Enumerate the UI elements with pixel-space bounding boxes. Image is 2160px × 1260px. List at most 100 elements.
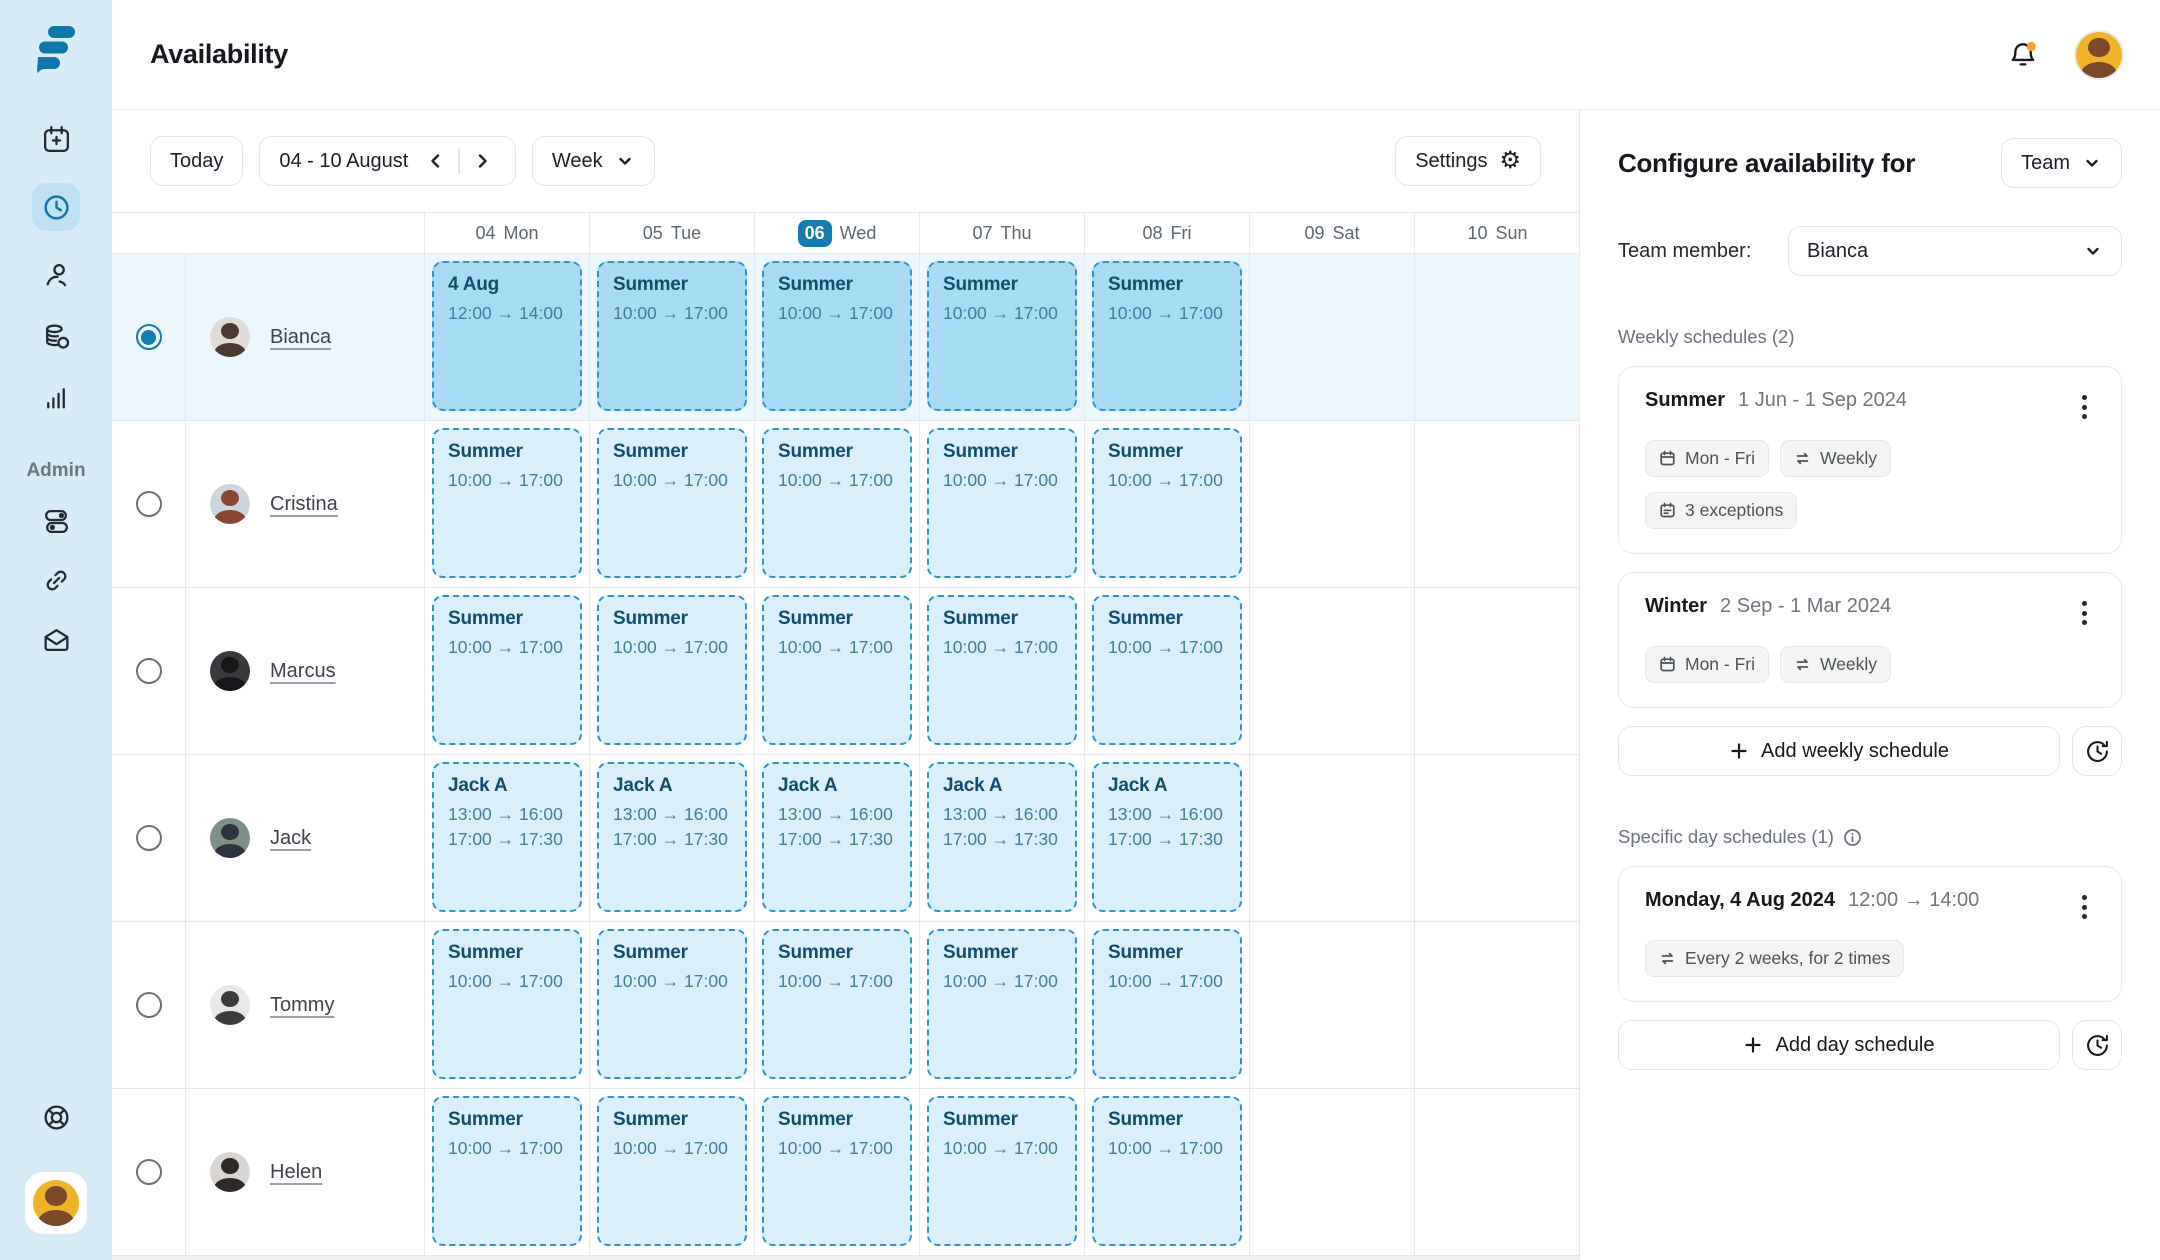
day-cell <box>1415 254 1579 420</box>
card-menu-kebab-icon[interactable] <box>2074 389 2095 425</box>
schedule-block[interactable]: Summer 10:00 → 17:00 <box>432 929 582 1079</box>
gear-icon: ⚙ <box>1499 147 1521 174</box>
schedule-block[interactable]: Summer 10:00 → 17:00 <box>597 929 747 1079</box>
schedule-block[interactable]: Jack A 13:00 → 16:00 17:00 → 17:30 <box>927 762 1077 912</box>
schedule-block[interactable]: Summer 10:00 → 17:00 <box>762 428 912 578</box>
day-cell <box>1250 254 1415 420</box>
reports-icon[interactable] <box>39 380 73 414</box>
schedule-block[interactable]: Summer 10:00 → 17:00 <box>432 428 582 578</box>
schedule-block[interactable]: Summer 10:00 → 17:00 <box>762 595 912 745</box>
link-icon[interactable] <box>39 563 73 597</box>
day-name-label: Wed <box>839 222 877 243</box>
time-range: 10:00 → 17:00 <box>1108 303 1223 323</box>
card-menu-kebab-icon[interactable] <box>2074 889 2095 925</box>
schedule-block[interactable]: Summer 10:00 → 17:00 <box>597 1096 747 1246</box>
member-radio-cell <box>112 922 186 1088</box>
schedule-block[interactable]: Summer 10:00 → 17:00 <box>597 261 747 411</box>
schedule-block[interactable]: Summer 10:00 → 17:00 <box>927 929 1077 1079</box>
member-name-link[interactable]: Cristina <box>270 492 338 515</box>
schedule-block[interactable]: Jack A 13:00 → 16:00 17:00 → 17:30 <box>597 762 747 912</box>
clients-icon[interactable] <box>39 258 73 292</box>
schedule-block-title: Summer <box>943 942 1018 963</box>
schedule-block[interactable]: Jack A 13:00 → 16:00 17:00 → 17:30 <box>1092 762 1242 912</box>
schedule-block[interactable]: Summer 10:00 → 17:00 <box>762 929 912 1079</box>
schedule-block[interactable]: Summer 10:00 → 17:00 <box>762 261 912 411</box>
member-radio[interactable] <box>135 324 162 350</box>
schedule-block[interactable]: Jack A 13:00 → 16:00 17:00 → 17:30 <box>432 762 582 912</box>
prev-week-icon[interactable] <box>422 145 450 177</box>
payments-icon[interactable] <box>39 319 73 353</box>
schedule-block[interactable]: Summer 10:00 → 17:00 <box>1092 1096 1242 1246</box>
schedule-block[interactable]: Summer 10:00 → 17:00 <box>432 1096 582 1246</box>
date-range-control[interactable]: 04 - 10 August <box>259 136 516 186</box>
mail-icon[interactable] <box>39 622 73 656</box>
settings-toggles-icon[interactable] <box>39 504 73 538</box>
weekly-history-button[interactable] <box>2072 726 2122 776</box>
app-logo[interactable] <box>28 20 84 76</box>
schedule-block[interactable]: Summer 10:00 → 17:00 <box>762 1096 912 1246</box>
member-radio[interactable] <box>135 658 162 684</box>
schedule-block[interactable]: Jack A 13:00 → 16:00 17:00 → 17:30 <box>762 762 912 912</box>
day-history-button[interactable] <box>2072 1020 2122 1070</box>
repeat-icon <box>1796 452 1809 465</box>
info-icon[interactable] <box>1843 828 1862 847</box>
notifications-bell-icon[interactable] <box>2002 34 2044 76</box>
clock-icon[interactable] <box>32 183 80 231</box>
schedule-block[interactable]: Summer 10:00 → 17:00 <box>927 1096 1077 1246</box>
schedule-block[interactable]: Summer 10:00 → 17:00 <box>1092 261 1242 411</box>
next-week-icon[interactable] <box>468 145 496 177</box>
settings-button[interactable]: Settings ⚙ <box>1395 136 1541 186</box>
schedule-block[interactable]: Summer 10:00 → 17:00 <box>927 428 1077 578</box>
help-lifebuoy-icon[interactable] <box>39 1100 73 1134</box>
day-cell: Summer 10:00 → 17:00 <box>425 588 590 754</box>
member-avatar <box>210 317 250 357</box>
schedule-block[interactable]: Summer 10:00 → 17:00 <box>927 595 1077 745</box>
time-range: 10:00 → 17:00 <box>1108 971 1223 991</box>
team-member-select[interactable]: Bianca <box>1788 226 2122 276</box>
add-day-schedule-button[interactable]: Add day schedule <box>1618 1020 2060 1070</box>
schedule-block[interactable]: Summer 10:00 → 17:00 <box>597 595 747 745</box>
calendar-plus-icon[interactable] <box>39 122 73 156</box>
workspace-avatar-button[interactable] <box>25 1172 87 1234</box>
calendar-icon <box>1660 450 1675 466</box>
schedule-block[interactable]: Summer 10:00 → 17:00 <box>1092 595 1242 745</box>
header-actions <box>2002 31 2122 78</box>
schedule-block[interactable]: Summer 10:00 → 17:00 <box>432 595 582 745</box>
member-radio[interactable] <box>135 992 162 1018</box>
member-name-link[interactable]: Jack <box>270 826 312 849</box>
time-range: 10:00 → 17:00 <box>943 303 1058 323</box>
repeat-icon <box>1661 952 1674 965</box>
time-range: 10:00 → 17:00 <box>613 971 728 991</box>
card-menu-kebab-icon[interactable] <box>2074 595 2095 631</box>
user-avatar[interactable] <box>2076 31 2122 78</box>
day-name-label: Tue <box>670 222 702 243</box>
member-radio[interactable] <box>135 825 162 851</box>
member-name-link[interactable]: Marcus <box>270 659 336 682</box>
today-button[interactable]: Today <box>150 136 244 186</box>
scope-dropdown[interactable]: Team <box>2001 138 2122 188</box>
day-cell <box>1415 755 1579 921</box>
time-range: 10:00 → 17:00 <box>448 637 563 657</box>
schedule-block-title: Summer <box>778 942 853 963</box>
add-weekly-schedule-button[interactable]: Add weekly schedule <box>1618 726 2060 776</box>
schedule-chip: 3 exceptions <box>1645 492 1798 529</box>
day-header: 09 Sat <box>1250 213 1415 253</box>
member-name-link[interactable]: Bianca <box>270 325 332 348</box>
member-radio[interactable] <box>135 1159 162 1185</box>
time-range: 10:00 → 17:00 <box>1108 637 1223 657</box>
schedule-block[interactable]: Summer 10:00 → 17:00 <box>597 428 747 578</box>
day-cell: Summer 10:00 → 17:00 <box>920 1089 1085 1255</box>
schedule-block[interactable]: Summer 10:00 → 17:00 <box>1092 428 1242 578</box>
schedule-block[interactable]: Summer 10:00 → 17:00 <box>927 261 1077 411</box>
chip-label: Mon - Fri <box>1685 654 1755 674</box>
view-dropdown[interactable]: Week <box>531 136 655 186</box>
member-name-link[interactable]: Tommy <box>270 993 335 1016</box>
team-member-value: Bianca <box>1807 239 1869 262</box>
schedule-block-times: 10:00 → 17:00 <box>943 468 1061 493</box>
schedule-block[interactable]: 4 Aug 12:00 → 14:00 <box>432 261 582 411</box>
day-cell: Summer 10:00 → 17:00 <box>1085 922 1250 1088</box>
member-name-link[interactable]: Helen <box>270 1160 323 1183</box>
schedule-block[interactable]: Summer 10:00 → 17:00 <box>1092 929 1242 1079</box>
schedule-block-times: 10:00 → 17:00 <box>613 969 731 994</box>
member-radio[interactable] <box>135 491 162 517</box>
